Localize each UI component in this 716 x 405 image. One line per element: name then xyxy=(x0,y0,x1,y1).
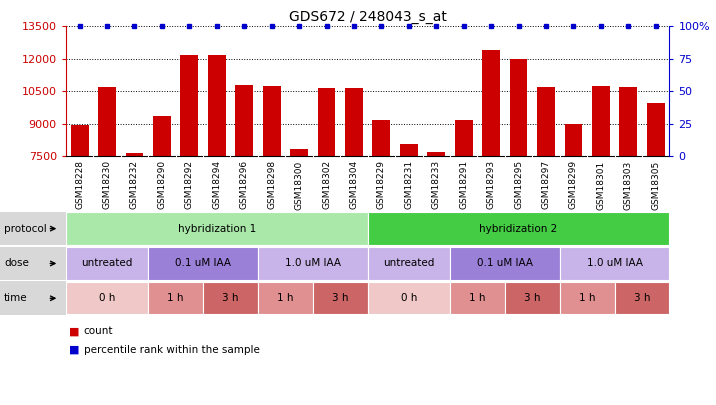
Text: untreated: untreated xyxy=(82,258,132,269)
Text: GSM18301: GSM18301 xyxy=(596,160,605,209)
Bar xyxy=(203,282,258,314)
Bar xyxy=(98,87,116,156)
Text: 1 h: 1 h xyxy=(469,293,485,303)
Text: GSM18292: GSM18292 xyxy=(185,160,194,209)
Text: 1 h: 1 h xyxy=(277,293,294,303)
Bar xyxy=(66,247,148,279)
Bar xyxy=(560,282,614,314)
Text: 0.1 uM IAA: 0.1 uM IAA xyxy=(477,258,533,269)
Text: dose: dose xyxy=(4,258,29,269)
Text: GSM18229: GSM18229 xyxy=(377,160,386,209)
Bar xyxy=(368,282,450,314)
Bar xyxy=(66,282,148,314)
Text: GSM18232: GSM18232 xyxy=(130,160,139,209)
Text: GSM18291: GSM18291 xyxy=(459,160,468,209)
Bar xyxy=(258,282,313,314)
Text: protocol: protocol xyxy=(4,224,47,234)
Text: GSM18302: GSM18302 xyxy=(322,160,331,209)
Text: 0.1 uM IAA: 0.1 uM IAA xyxy=(175,258,231,269)
Bar xyxy=(258,247,368,279)
Bar xyxy=(450,282,505,314)
Text: GSM18294: GSM18294 xyxy=(212,160,221,209)
Text: 3 h: 3 h xyxy=(222,293,238,303)
Text: 1.0 uM IAA: 1.0 uM IAA xyxy=(285,258,341,269)
Text: GSM18231: GSM18231 xyxy=(405,160,413,209)
Text: 1.0 uM IAA: 1.0 uM IAA xyxy=(586,258,642,269)
Text: untreated: untreated xyxy=(383,258,435,269)
Text: GSM18303: GSM18303 xyxy=(624,160,633,209)
Bar xyxy=(208,55,226,156)
Bar xyxy=(450,247,560,279)
Bar xyxy=(66,213,368,245)
Text: percentile rank within the sample: percentile rank within the sample xyxy=(84,345,260,354)
Text: GDS672 / 248043_s_at: GDS672 / 248043_s_at xyxy=(289,10,447,24)
Text: 1 h: 1 h xyxy=(579,293,596,303)
Text: GSM18297: GSM18297 xyxy=(541,160,551,209)
Text: 1 h: 1 h xyxy=(168,293,184,303)
Bar xyxy=(236,85,253,156)
Bar xyxy=(372,120,390,156)
Text: 3 h: 3 h xyxy=(524,293,541,303)
Text: GSM18233: GSM18233 xyxy=(432,160,441,209)
Text: ■: ■ xyxy=(69,345,80,354)
Text: GSM18298: GSM18298 xyxy=(267,160,276,209)
Bar xyxy=(290,149,308,156)
Bar xyxy=(125,153,143,156)
Bar xyxy=(455,120,473,156)
Text: count: count xyxy=(84,326,113,336)
Bar xyxy=(560,247,669,279)
Bar xyxy=(368,247,450,279)
Bar xyxy=(313,282,368,314)
Text: GSM18299: GSM18299 xyxy=(569,160,578,209)
Text: GSM18304: GSM18304 xyxy=(349,160,359,209)
Text: hybridization 2: hybridization 2 xyxy=(480,224,558,234)
Bar xyxy=(153,116,171,156)
Text: GSM18295: GSM18295 xyxy=(514,160,523,209)
Bar xyxy=(148,282,203,314)
Bar xyxy=(400,144,417,156)
Bar xyxy=(614,282,669,314)
Bar xyxy=(148,247,258,279)
Bar xyxy=(427,151,445,156)
Bar xyxy=(71,125,89,156)
Text: 0 h: 0 h xyxy=(99,293,115,303)
Text: 0 h: 0 h xyxy=(401,293,417,303)
Bar xyxy=(345,88,363,156)
Text: GSM18300: GSM18300 xyxy=(294,160,304,209)
Bar xyxy=(482,50,500,156)
Text: GSM18290: GSM18290 xyxy=(158,160,166,209)
Text: GSM18293: GSM18293 xyxy=(487,160,495,209)
Text: GSM18305: GSM18305 xyxy=(652,160,660,209)
Bar xyxy=(619,87,637,156)
Text: hybridization 1: hybridization 1 xyxy=(178,224,256,234)
Bar xyxy=(510,59,528,156)
Text: 3 h: 3 h xyxy=(332,293,349,303)
Text: GSM18228: GSM18228 xyxy=(75,160,84,209)
Bar xyxy=(180,55,198,156)
Text: time: time xyxy=(4,293,28,303)
Text: ■: ■ xyxy=(69,326,80,336)
Bar xyxy=(318,88,335,156)
Bar xyxy=(564,124,582,156)
Bar xyxy=(537,87,555,156)
Text: 3 h: 3 h xyxy=(634,293,650,303)
Bar xyxy=(647,103,664,156)
Text: GSM18230: GSM18230 xyxy=(102,160,112,209)
Bar xyxy=(505,282,560,314)
Bar xyxy=(263,86,281,156)
Text: GSM18296: GSM18296 xyxy=(240,160,248,209)
Bar xyxy=(592,86,610,156)
Bar xyxy=(368,213,669,245)
